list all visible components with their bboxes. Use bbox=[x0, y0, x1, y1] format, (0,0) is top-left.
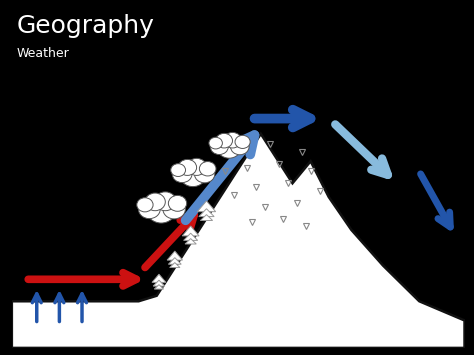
Circle shape bbox=[216, 133, 233, 148]
Circle shape bbox=[209, 137, 222, 149]
Text: Weather: Weather bbox=[17, 47, 70, 60]
Circle shape bbox=[200, 162, 216, 176]
Polygon shape bbox=[201, 215, 213, 220]
Polygon shape bbox=[12, 134, 465, 348]
Circle shape bbox=[224, 132, 241, 148]
Circle shape bbox=[235, 135, 250, 148]
Polygon shape bbox=[197, 201, 216, 212]
Circle shape bbox=[171, 164, 185, 176]
Circle shape bbox=[172, 165, 192, 182]
Circle shape bbox=[145, 193, 165, 211]
Polygon shape bbox=[168, 258, 181, 264]
Circle shape bbox=[138, 200, 160, 219]
Polygon shape bbox=[185, 239, 196, 244]
Circle shape bbox=[187, 158, 207, 175]
Circle shape bbox=[168, 195, 187, 211]
Polygon shape bbox=[182, 226, 199, 236]
Polygon shape bbox=[199, 209, 214, 217]
Circle shape bbox=[155, 192, 176, 211]
Circle shape bbox=[163, 200, 185, 219]
Circle shape bbox=[137, 198, 153, 212]
Circle shape bbox=[180, 164, 206, 187]
Polygon shape bbox=[183, 233, 198, 240]
Circle shape bbox=[147, 198, 175, 223]
Circle shape bbox=[230, 139, 249, 155]
Circle shape bbox=[178, 159, 197, 175]
Polygon shape bbox=[170, 263, 180, 268]
Circle shape bbox=[218, 138, 241, 158]
Polygon shape bbox=[153, 280, 165, 286]
Circle shape bbox=[210, 139, 228, 154]
Circle shape bbox=[194, 165, 215, 183]
Polygon shape bbox=[167, 251, 182, 260]
Polygon shape bbox=[152, 274, 166, 282]
Text: Relief Rainfall: Relief Rainfall bbox=[26, 91, 178, 110]
Polygon shape bbox=[155, 285, 164, 289]
Text: Geography: Geography bbox=[17, 15, 155, 38]
